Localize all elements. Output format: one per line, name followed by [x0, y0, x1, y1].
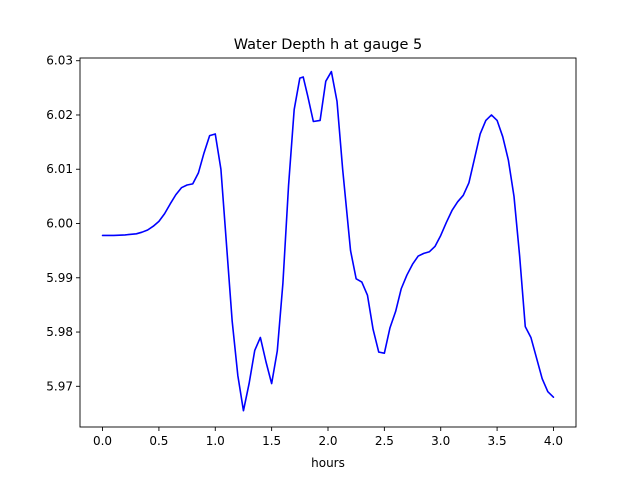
y-tick-label: 6.01 — [46, 162, 73, 176]
y-tick-label: 5.98 — [46, 325, 73, 339]
x-axis-label: hours — [311, 456, 345, 470]
x-tick-label: 2.0 — [318, 434, 337, 448]
x-tick-label: 0.5 — [149, 434, 168, 448]
y-tick-label: 5.97 — [46, 379, 73, 393]
x-tick-label: 3.5 — [488, 434, 507, 448]
x-tick-label: 1.0 — [206, 434, 225, 448]
x-tick-label: 3.0 — [431, 434, 450, 448]
chart-title: Water Depth h at gauge 5 — [234, 37, 422, 53]
y-tick-label: 6.02 — [46, 108, 73, 122]
y-axis: 5.97 5.98 5.99 6.00 6.01 6.02 6.03 — [46, 54, 80, 393]
x-tick-label: 0.0 — [93, 434, 112, 448]
x-tick-label: 4.0 — [544, 434, 563, 448]
y-tick-label: 5.99 — [46, 271, 73, 285]
x-tick-label: 2.5 — [375, 434, 394, 448]
x-axis: 0.0 0.5 1.0 1.5 2.0 2.5 3.0 3.5 4.0 — [93, 427, 563, 448]
x-tick-label: 1.5 — [262, 434, 281, 448]
y-tick-label: 6.03 — [46, 54, 73, 68]
series-line — [101, 70, 555, 412]
y-tick-label: 6.00 — [46, 217, 73, 231]
